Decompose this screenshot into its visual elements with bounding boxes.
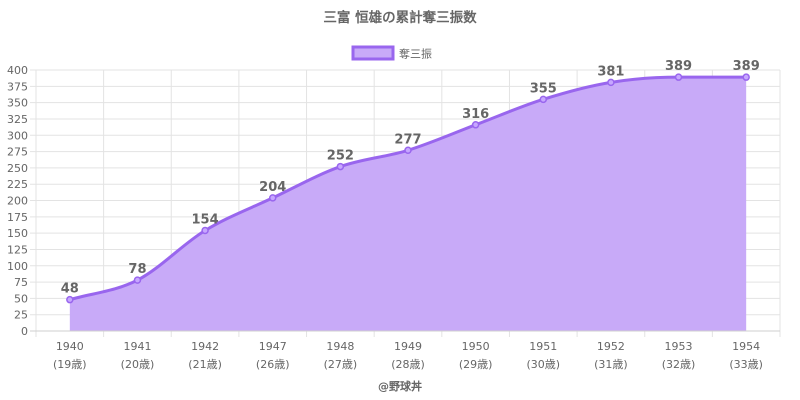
x-tick-label: 1950 [462, 340, 490, 353]
x-tick-sublabel: (33歳) [729, 358, 763, 371]
x-tick-label: 1953 [665, 340, 693, 353]
data-point [66, 295, 74, 304]
data-label: 277 [394, 132, 421, 147]
y-tick-label: 150 [7, 227, 28, 240]
y-tick-label: 375 [7, 80, 28, 93]
data-point [742, 73, 750, 81]
y-tick-label: 175 [7, 211, 28, 224]
x-tick-sublabel: (27歳) [324, 358, 358, 371]
x-tick-sublabel: (31歳) [594, 358, 628, 371]
x-tick-sublabel: (29歳) [459, 358, 493, 371]
data-labels: 48 78 154 204 252 277 316 355 381 389 389 [61, 59, 760, 297]
x-tick-label: 1954 [732, 340, 760, 353]
data-point [471, 121, 480, 129]
data-label: 381 [597, 64, 624, 79]
x-tick-sublabel: (32歳) [662, 358, 696, 371]
data-point [268, 194, 277, 202]
credit-text: @野球丼 [378, 379, 422, 393]
data-point [404, 146, 412, 155]
y-tick-label: 25 [14, 309, 28, 322]
y-tick-label: 325 [7, 113, 28, 126]
series-area-fill [69, 77, 747, 332]
x-tick-label: 1951 [529, 340, 557, 353]
y-tick-label: 125 [7, 243, 28, 256]
data-label: 389 [665, 59, 692, 74]
x-tick-sublabel: (26歳) [256, 358, 290, 371]
data-point [336, 162, 345, 171]
y-tick-label: 300 [7, 129, 28, 142]
x-tick-label: 1948 [326, 340, 354, 353]
data-label: 316 [462, 107, 489, 122]
y-tick-label: 0 [21, 325, 28, 338]
y-tick-label: 100 [7, 260, 28, 273]
legend-swatch [351, 45, 395, 61]
series-area [30, 75, 780, 332]
x-tick-label: 1941 [123, 340, 151, 353]
legend-label: 奪三振 [399, 47, 432, 61]
x-tick-label: 1947 [259, 340, 287, 353]
x-tick-label: 1952 [597, 340, 625, 353]
data-points [66, 73, 750, 304]
y-tick-label: 275 [7, 146, 28, 159]
y-tick-label: 225 [7, 178, 28, 191]
data-point [674, 73, 683, 81]
data-label: 154 [192, 213, 219, 228]
legend[interactable]: 奪三振 [351, 45, 432, 61]
y-tick-label: 50 [14, 292, 28, 305]
data-point [133, 276, 142, 284]
y-axis-ticks: 0 25 50 75 100 125 150 175 200 225 250 275 300 325 350… [7, 64, 28, 338]
data-label: 78 [128, 262, 146, 277]
y-tick-label: 75 [14, 276, 28, 289]
y-tick-label: 200 [7, 195, 28, 208]
x-tick-label: 1949 [394, 340, 422, 353]
x-tick-sublabel: (19歳) [53, 358, 87, 371]
x-tick-label: 1942 [191, 340, 219, 353]
y-tick-label: 400 [7, 64, 28, 77]
x-tick-sublabel: (30歳) [526, 358, 560, 371]
data-label: 252 [327, 149, 354, 164]
chart-title: 三富 恒雄の累計奪三振数 [323, 9, 477, 26]
data-label: 204 [259, 180, 286, 195]
data-label: 48 [61, 282, 79, 297]
x-axis-ticks: 1940 (19歳) 1941 (20歳) 1942 (21歳) 1947 (26歳) 1948… [53, 340, 763, 371]
y-tick-label: 350 [7, 97, 28, 110]
x-tick-sublabel: (20歳) [121, 358, 155, 371]
data-point [607, 78, 615, 87]
y-tick-label: 250 [7, 162, 28, 175]
x-tick-label: 1940 [56, 340, 84, 353]
data-label: 355 [530, 81, 557, 96]
data-point [539, 95, 548, 104]
x-tick-sublabel: (28歳) [391, 358, 425, 371]
x-tick-sublabel: (21歳) [188, 358, 222, 371]
data-point [201, 226, 209, 235]
data-label: 389 [733, 59, 760, 74]
